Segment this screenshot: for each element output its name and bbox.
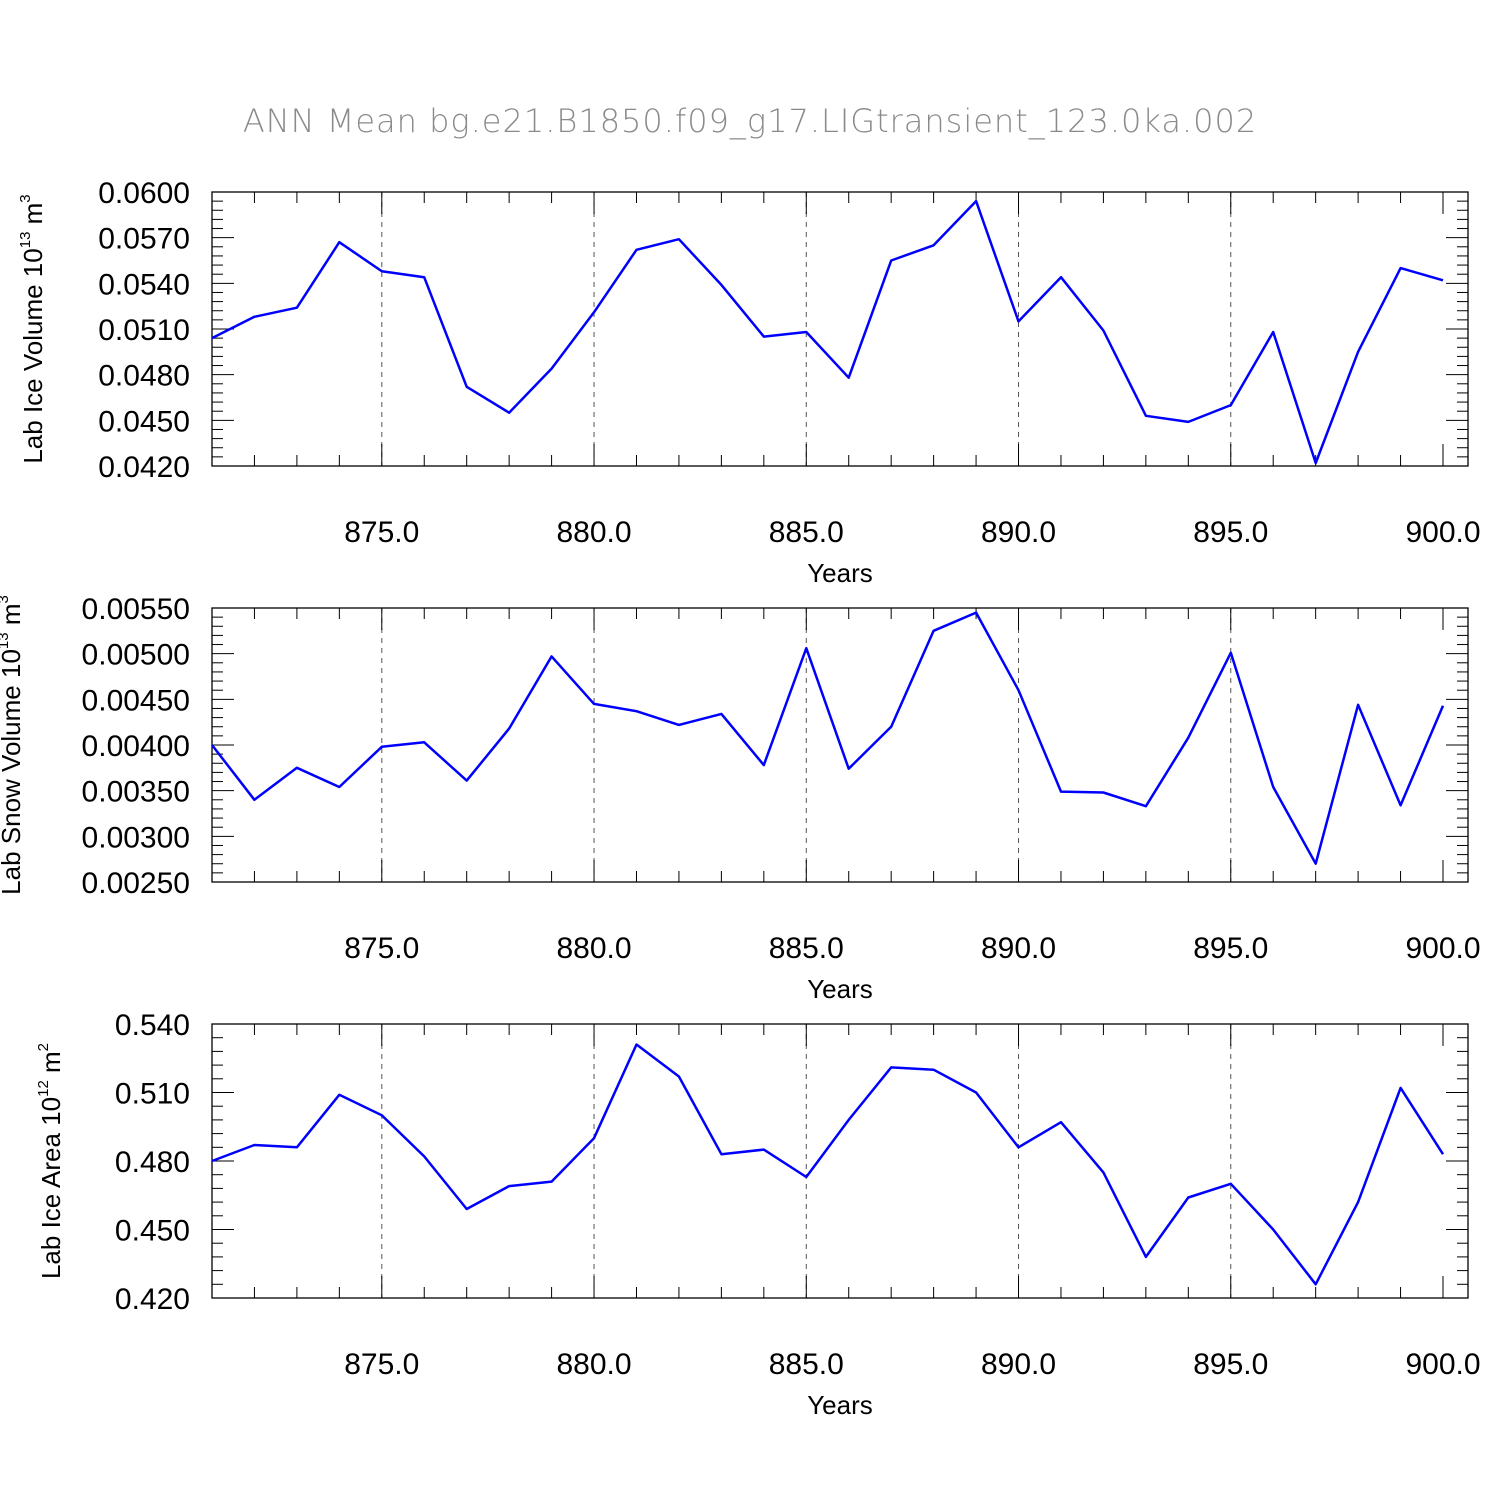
- y-axis-label: Lab Ice Area 1012 m2: [35, 1043, 66, 1279]
- y-tick-label: 0.0570: [98, 223, 190, 256]
- y-tick-label: 0.00550: [82, 593, 190, 626]
- x-tick-label: 900.0: [1405, 1348, 1480, 1381]
- series-line: [211, 199, 1444, 465]
- x-tick-label: 895.0: [1193, 1348, 1268, 1381]
- x-axis-label: Years: [807, 974, 873, 1004]
- y-tick-label: 0.00450: [82, 684, 190, 717]
- plot-frame: [211, 1023, 1469, 1299]
- series-line: [211, 1043, 1445, 1286]
- y-tick-label: 0.0480: [98, 360, 190, 393]
- x-axis-label: Years: [807, 558, 873, 588]
- x-tick-label: 880.0: [556, 1348, 631, 1381]
- x-tick-label: 875.0: [344, 932, 419, 965]
- y-tick-label: 0.450: [115, 1215, 190, 1248]
- y-tick-label: 0.0450: [98, 405, 190, 438]
- y-tick-label: 0.0510: [98, 314, 190, 347]
- x-tick-label: 875.0: [344, 516, 419, 549]
- x-tick-label: 880.0: [556, 516, 631, 549]
- x-tick-label: 885.0: [769, 1348, 844, 1381]
- x-tick-label: 900.0: [1405, 516, 1480, 549]
- y-tick-label: 0.0600: [98, 177, 190, 210]
- x-tick-label: 880.0: [556, 932, 631, 965]
- y-tick-label: 0.510: [115, 1078, 190, 1111]
- y-axis-label: Lab Ice Volume 1013 m3: [17, 194, 48, 463]
- series-line: [211, 611, 1445, 865]
- chart-panels: 0.0420 0.0450 0.0480 0.0510 0.0540 0.0570 0.06…: [0, 177, 1481, 1420]
- chart-panel-3: 0.420 0.450 0.480 0.510 0.540 875.0 880.0 885.0…: [35, 1009, 1481, 1420]
- x-tick-label: 890.0: [981, 516, 1056, 549]
- y-tick-label: 0.0540: [98, 268, 190, 301]
- y-tick-label: 0.00250: [82, 867, 190, 900]
- y-tick-label: 0.00500: [82, 639, 190, 672]
- x-tick-label: 895.0: [1193, 516, 1268, 549]
- x-tick-label: 875.0: [344, 1348, 419, 1381]
- y-tick-label: 0.00350: [82, 776, 190, 809]
- x-tick-label: 890.0: [981, 932, 1056, 965]
- y-axis-label: Lab Snow Volume 1013 m3: [0, 595, 26, 895]
- y-tick-label: 0.540: [115, 1009, 190, 1042]
- x-tick-label: 900.0: [1405, 932, 1480, 965]
- x-tick-label: 885.0: [769, 516, 844, 549]
- y-tick-label: 0.420: [115, 1283, 190, 1316]
- plot-frame: [211, 191, 1469, 467]
- figure-title: ANN Mean bg.e21.B1850.f09_g17.LIGtransie…: [243, 102, 1257, 140]
- y-tick-label: 0.00300: [82, 821, 190, 854]
- x-tick-label: 890.0: [981, 1348, 1056, 1381]
- y-tick-label: 0.00400: [82, 730, 190, 763]
- x-tick-label: 895.0: [1193, 932, 1268, 965]
- x-tick-label: 885.0: [769, 932, 844, 965]
- y-tick-label: 0.0420: [98, 451, 190, 484]
- chart-panel-2: 0.00250 0.00300 0.00350 0.00400 0.00450 0.005…: [0, 593, 1481, 1004]
- chart-panel-1: 0.0420 0.0450 0.0480 0.0510 0.0540 0.0570 0.06…: [17, 177, 1481, 588]
- x-axis-label: Years: [807, 1390, 873, 1420]
- y-tick-label: 0.480: [115, 1146, 190, 1179]
